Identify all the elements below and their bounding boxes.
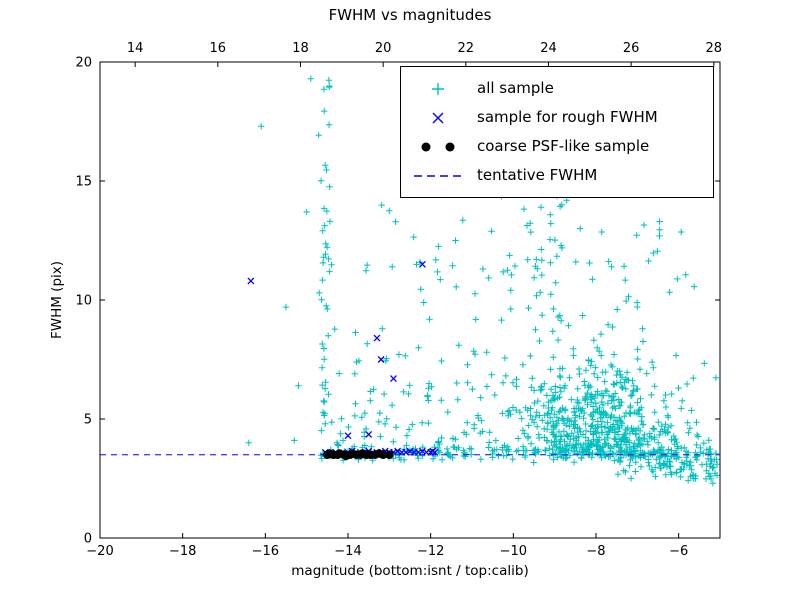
circle-marker-icon [421,142,455,151]
x-tick-label-top: 16 [210,41,227,56]
x-tick-label-bottom: −14 [334,544,361,559]
chart-title: FWHM vs magnitudes [328,6,492,24]
x-tick-label-bottom: −16 [252,544,279,559]
y-tick-label: 20 [75,56,92,71]
legend-label: coarse PSF-like sample [477,137,650,155]
plot-frame [99,61,721,539]
axis-ticks: −20 −18 −16 −14 −12 −10 −8 −6 14 16 18 20 22 24 26 28 0 5… [75,41,722,559]
legend-label: all sample [477,79,554,97]
x-tick-label-top: 20 [375,41,392,56]
x-marker-icon [432,112,444,123]
legend-item-rough-fwhm: sample for rough FWHM [409,103,713,132]
legend-item-all-sample: all sample [409,74,713,103]
legend: all sample sample for rough FWHM coarse … [400,66,714,198]
x-tick-label-top: 14 [127,41,144,56]
y-tick-label: 15 [75,175,92,190]
plus-marker-icon [432,82,444,95]
x-tick-label-bottom: −12 [417,544,444,559]
x-axis-label: magnitude (bottom:isnt / top:calib) [291,563,529,579]
y-tick-label: 10 [75,294,92,309]
x-tick-label-bottom: −20 [86,544,113,559]
y-tick-label: 5 [84,413,92,428]
x-tick-label-bottom: −18 [169,544,196,559]
dashed-line-icon [414,174,462,177]
x-tick-label-top: 28 [706,41,723,56]
x-tick-label-top: 18 [292,41,309,56]
x-tick-label-top: 24 [540,41,557,56]
x-tick-label-bottom: −8 [586,544,605,559]
x-tick-label-bottom: −6 [669,544,688,559]
circle-marker-glyph [445,142,455,151]
x-marker-glyph [432,112,444,123]
y-axis-label: FWHM (pix) [49,260,65,340]
legend-label: tentative FWHM [477,166,598,184]
legend-label: sample for rough FWHM [477,108,658,126]
x-tick-label-top: 22 [458,41,475,56]
plus-marker-glyph [432,82,444,95]
x-tick-label-top: 26 [623,41,640,56]
psf-sample-points [323,449,394,461]
x-tick-label-bottom: −10 [500,544,527,559]
y-tick-label: 0 [84,532,92,547]
legend-item-tentative-fwhm: tentative FWHM [409,161,713,190]
legend-item-psf-sample: coarse PSF-like sample [409,132,713,161]
circle-marker-glyph [421,142,431,151]
